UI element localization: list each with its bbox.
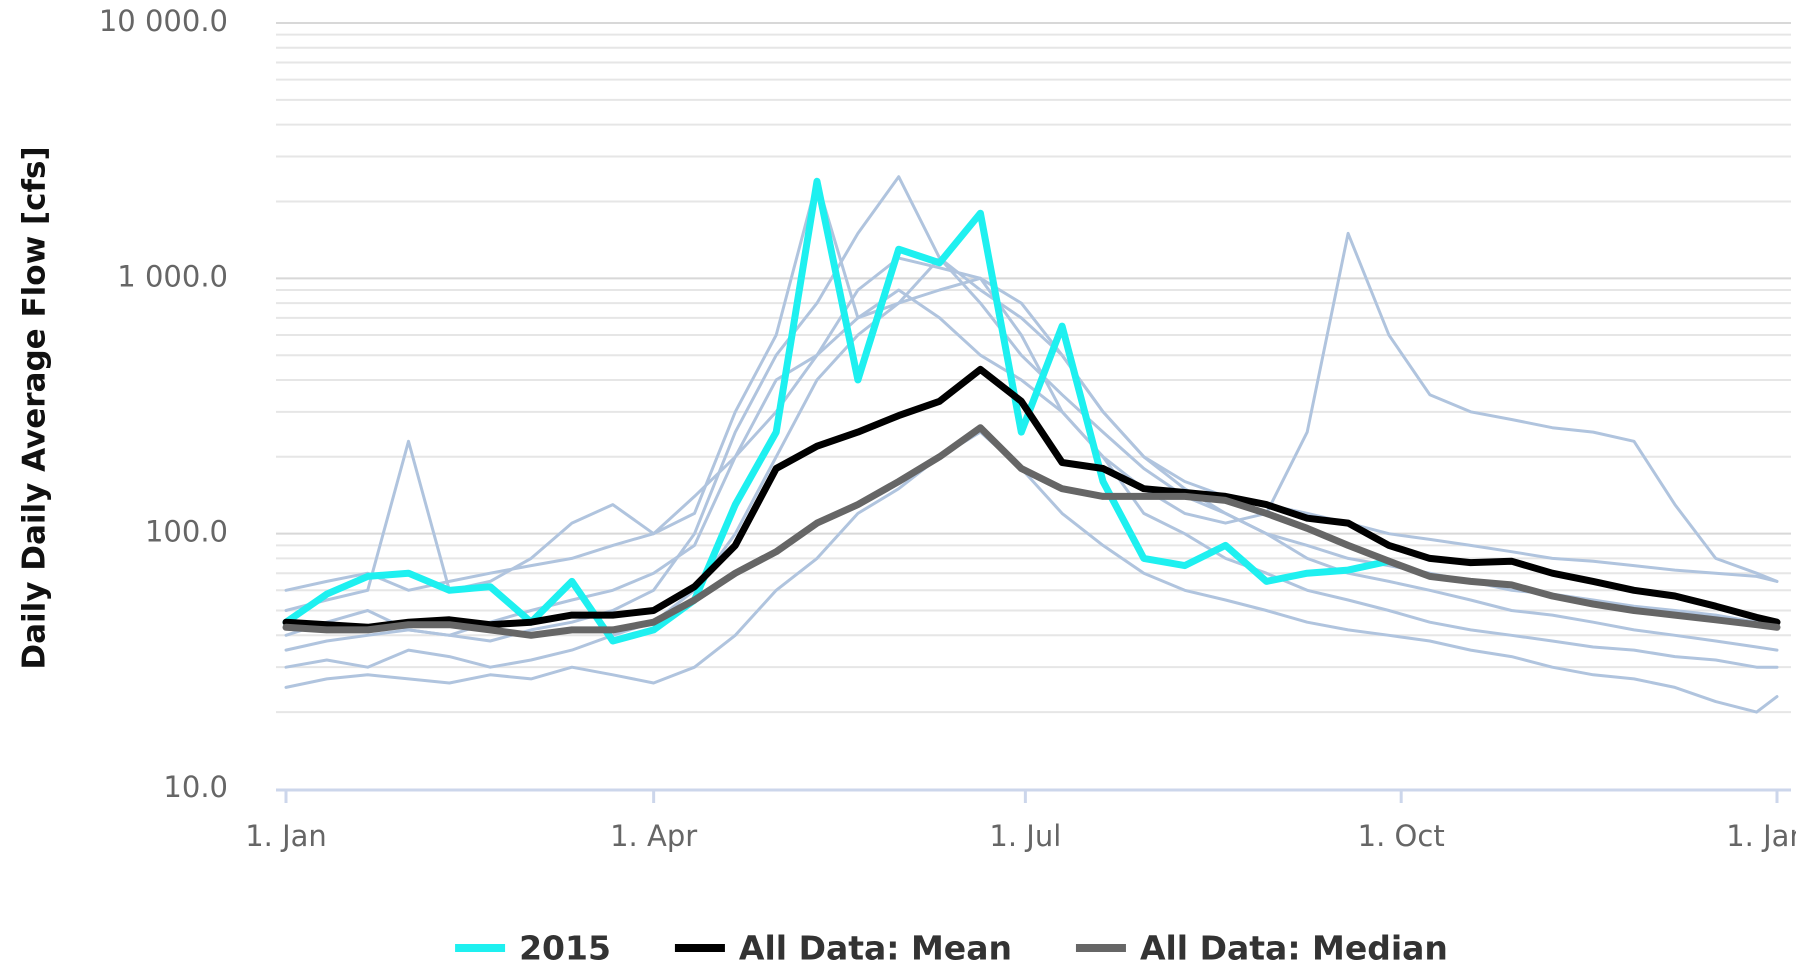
series-line	[282, 424, 1781, 639]
x-tick-label: 1. Oct	[1358, 819, 1445, 853]
x-tick-label: 1. Jul	[989, 819, 1061, 853]
background-line	[284, 430, 1779, 714]
series-line	[282, 177, 1393, 645]
y-tick-label: 10 000.0	[99, 4, 228, 38]
x-tick-label: 1. Jan	[1726, 819, 1796, 853]
legend: 2015 All Data: Mean All Data: Median	[455, 929, 1448, 968]
legend-label: All Data: Mean	[739, 929, 1012, 968]
background-line	[284, 256, 1779, 592]
background-line	[284, 179, 1779, 652]
background-line	[284, 231, 1779, 637]
y-tick-label: 10.0	[163, 770, 228, 804]
legend-label: All Data: Median	[1140, 929, 1448, 968]
y-tick-label: 1 000.0	[117, 259, 228, 293]
legend-label: 2015	[519, 929, 611, 968]
x-tick-label: 1. Jan	[245, 819, 327, 853]
x-tick-label: 1. Apr	[610, 819, 697, 853]
series-line	[282, 365, 1781, 631]
y-axis-title: Daily Daily Average Flow [cfs]	[17, 146, 53, 669]
y-tick-label: 100.0	[145, 515, 228, 549]
